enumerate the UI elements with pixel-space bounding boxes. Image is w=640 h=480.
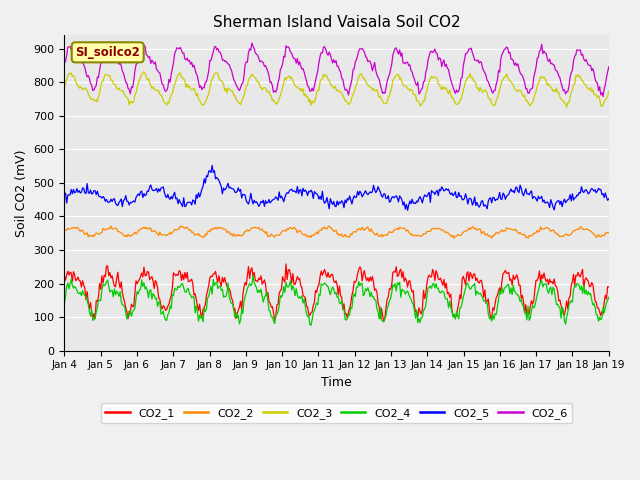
- CO2_3: [605, 89, 612, 95]
- CO2_6: [556, 75, 564, 81]
- CO2_5: [61, 192, 68, 197]
- CO2_1: [557, 302, 565, 308]
- CO2_1: [605, 284, 612, 290]
- CO2_4: [605, 294, 612, 300]
- CO2_5: [463, 195, 470, 201]
- Line: CO2_3: CO2_3: [65, 72, 609, 107]
- Line: CO2_6: CO2_6: [65, 43, 609, 96]
- CO2_3: [461, 78, 469, 84]
- CO2_4: [557, 315, 565, 321]
- CO2_4: [463, 281, 470, 287]
- CO2_4: [61, 301, 68, 307]
- CO2_5: [231, 189, 239, 195]
- Line: CO2_2: CO2_2: [65, 226, 609, 238]
- CO2_2: [325, 223, 333, 229]
- CO2_5: [366, 189, 374, 195]
- CO2_3: [556, 94, 564, 100]
- Line: CO2_4: CO2_4: [65, 275, 609, 325]
- CO2_2: [230, 231, 237, 237]
- X-axis label: Time: Time: [321, 376, 352, 389]
- CO2_3: [291, 83, 299, 89]
- CO2_2: [366, 228, 374, 234]
- CO2_5: [291, 189, 299, 194]
- CO2_4: [291, 293, 299, 299]
- CO2_4: [249, 272, 257, 278]
- CO2_3: [231, 93, 239, 98]
- CO2_1: [61, 273, 68, 279]
- CO2_5: [404, 207, 412, 213]
- Title: Sherman Island Vaisala Soil CO2: Sherman Island Vaisala Soil CO2: [212, 15, 460, 30]
- Y-axis label: Soil CO2 (mV): Soil CO2 (mV): [15, 149, 28, 237]
- CO2_1: [366, 275, 374, 280]
- CO2_6: [392, 45, 400, 51]
- CO2_5: [557, 198, 565, 204]
- CO2_1: [380, 319, 388, 324]
- CO2_6: [61, 60, 68, 65]
- CO2_3: [366, 84, 374, 90]
- CO2_3: [392, 72, 400, 78]
- CO2_4: [307, 323, 315, 328]
- CO2_5: [392, 193, 400, 199]
- CO2_6: [461, 51, 469, 57]
- CO2_1: [463, 271, 470, 276]
- CO2_2: [557, 233, 565, 239]
- CO2_1: [230, 307, 237, 313]
- Legend: CO2_1, CO2_2, CO2_3, CO2_4, CO2_5, CO2_6: CO2_1, CO2_2, CO2_3, CO2_4, CO2_5, CO2_6: [101, 404, 572, 423]
- CO2_4: [394, 280, 401, 286]
- Text: SI_soilco2: SI_soilco2: [76, 46, 140, 59]
- CO2_6: [230, 77, 237, 83]
- CO2_3: [61, 85, 68, 91]
- Line: CO2_5: CO2_5: [65, 166, 609, 210]
- CO2_1: [291, 281, 299, 287]
- CO2_5: [605, 196, 612, 202]
- CO2_6: [248, 40, 256, 46]
- CO2_2: [605, 230, 612, 236]
- CO2_1: [394, 274, 401, 279]
- CO2_5: [208, 163, 216, 168]
- CO2_3: [563, 104, 570, 110]
- CO2_1: [282, 261, 290, 267]
- Line: CO2_1: CO2_1: [65, 264, 609, 322]
- CO2_2: [463, 228, 470, 234]
- CO2_6: [605, 64, 612, 70]
- CO2_6: [291, 56, 299, 61]
- CO2_2: [290, 225, 298, 230]
- CO2_2: [451, 235, 458, 241]
- CO2_3: [140, 69, 148, 75]
- CO2_4: [230, 305, 237, 311]
- CO2_4: [367, 289, 375, 295]
- CO2_2: [392, 226, 400, 232]
- CO2_6: [366, 59, 374, 64]
- CO2_2: [61, 228, 68, 233]
- CO2_6: [599, 94, 607, 99]
